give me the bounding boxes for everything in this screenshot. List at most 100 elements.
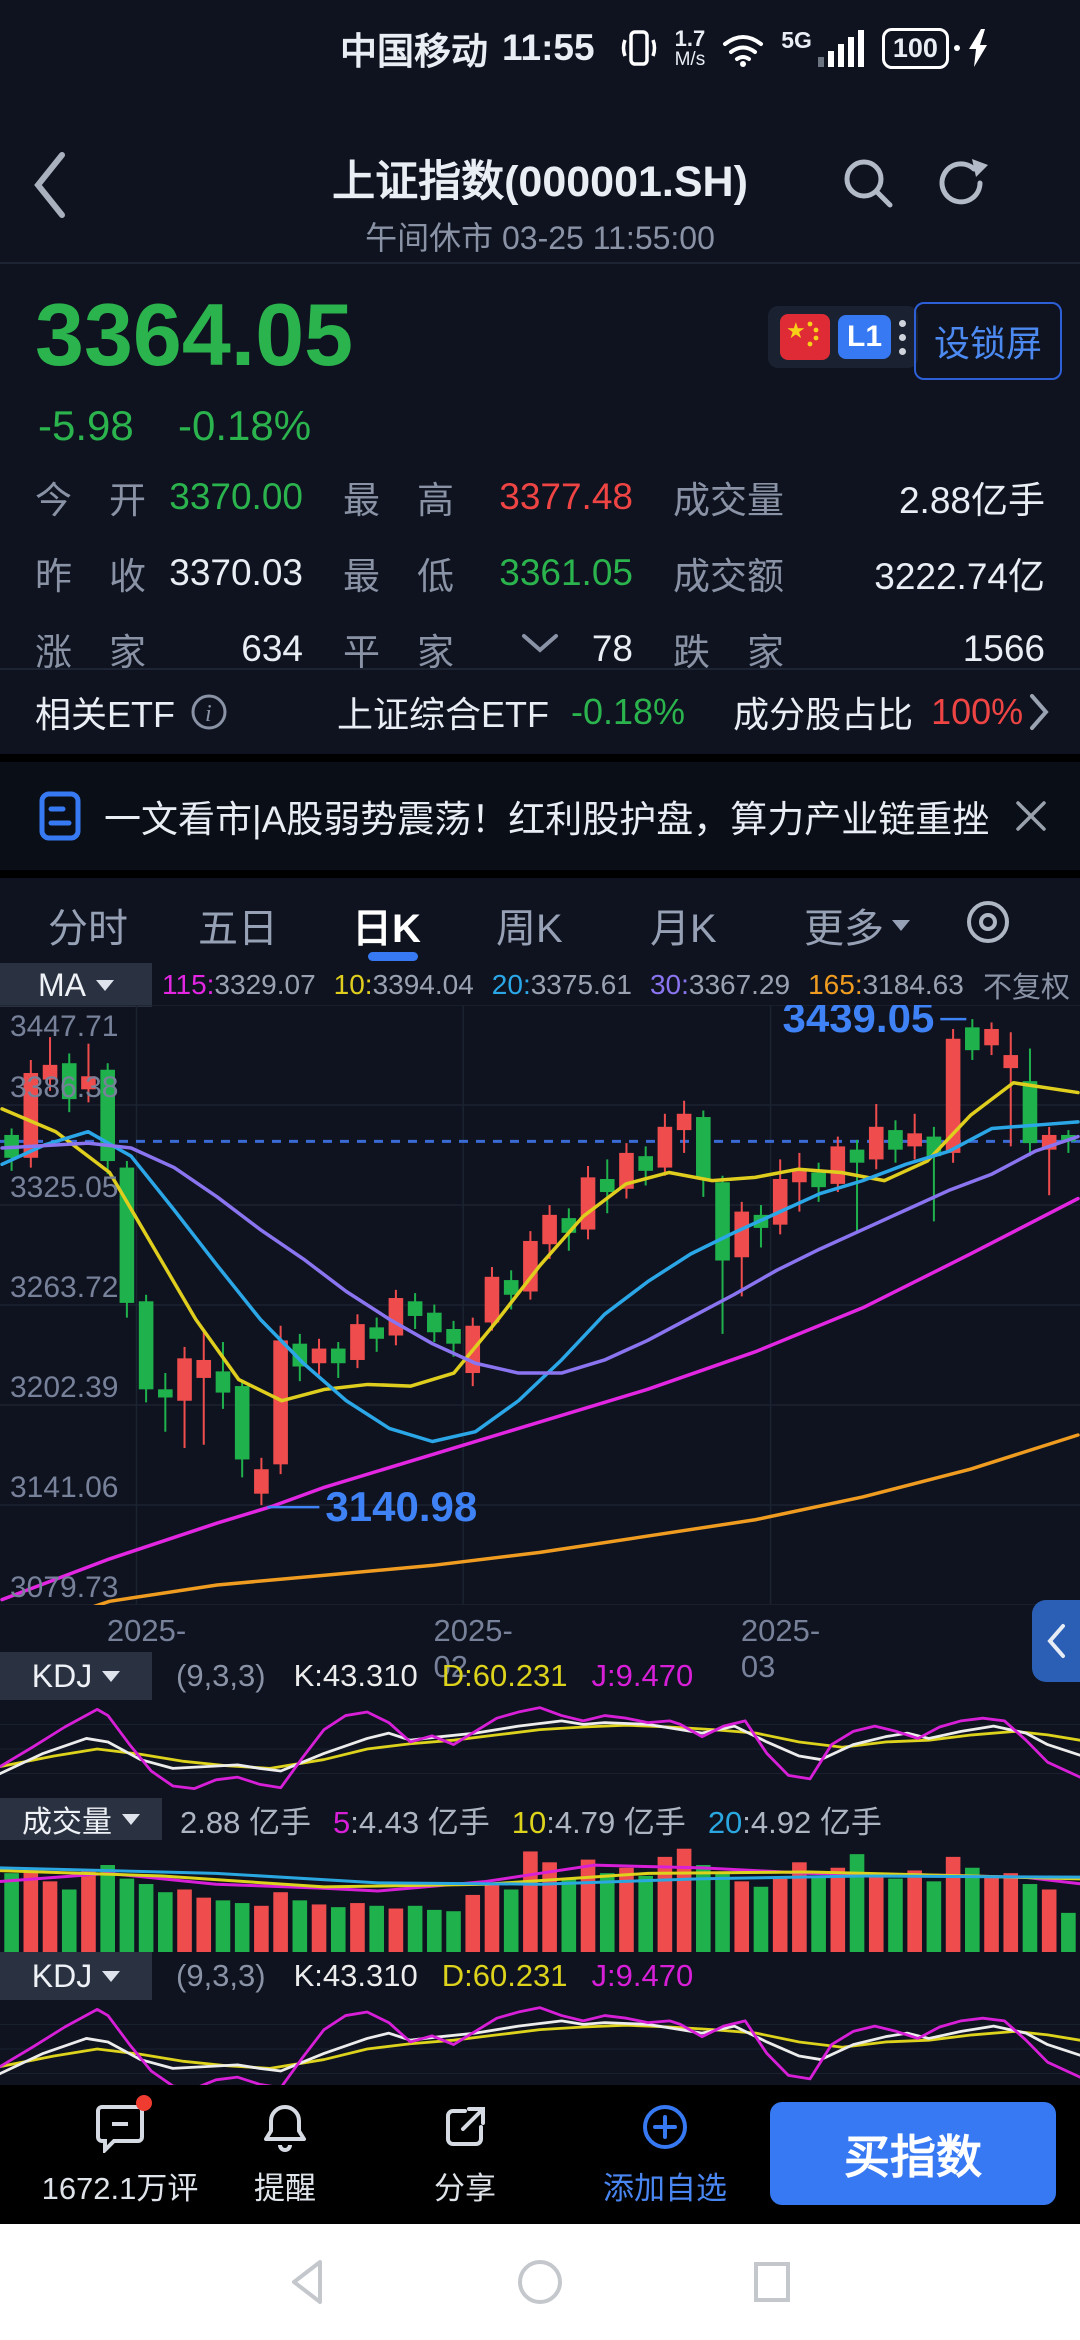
- kdj-chart-2[interactable]: [0, 2000, 1080, 2098]
- header: 上证指数(000001.SH) 午间休市 03-25 11:55:00: [0, 95, 1080, 263]
- price-change-percent: -0.18%: [178, 402, 312, 449]
- stat-open: 今 开 3370.00: [35, 476, 303, 521]
- svg-text:3439.05: 3439.05: [782, 1005, 934, 1041]
- volume-selector[interactable]: 成交量: [0, 1798, 162, 1840]
- stat-volume: 成交量 2.88亿手: [673, 480, 1045, 521]
- back-button[interactable]: [28, 145, 72, 225]
- bell-icon: [259, 2101, 311, 2153]
- kdj-k-value: K:43.310: [293, 1658, 418, 1693]
- news-doc-icon: [38, 791, 82, 841]
- news-text: 一文看市|A股弱势震荡！红利股护盘，算力产业链重挫: [104, 799, 990, 840]
- close-news-icon[interactable]: [1012, 797, 1050, 835]
- y-tick-label: 3079.73: [10, 1571, 119, 1604]
- ma115-value: 115:3329.07: [162, 969, 316, 1000]
- quote-section: 3364.05 -5.98 -0.18% ★ L1 设锁屏: [0, 264, 1080, 460]
- kdj-d-value: D:60.231: [441, 1658, 568, 1693]
- bottom-action-bar: 1672.1万评 提醒 分享 添加自选 买指数: [0, 2085, 1080, 2224]
- kdj2-j-value: J:9.470: [591, 1958, 694, 1993]
- info-icon[interactable]: i: [189, 692, 229, 732]
- clock: 11:55: [502, 27, 595, 68]
- kdj-selector-2[interactable]: KDJ: [0, 1952, 152, 2000]
- plus-circle-icon: [639, 2101, 691, 2153]
- chart-settings-icon[interactable]: [962, 896, 1014, 948]
- kdj-caret-icon-2: [102, 1970, 121, 1982]
- expand-stats-chevron-icon[interactable]: [516, 630, 564, 656]
- notification-dot: [136, 2095, 152, 2111]
- tab-monthly-k[interactable]: 月K: [650, 907, 717, 951]
- vibrate-icon: [617, 26, 661, 70]
- related-etf-row[interactable]: 相关ETF i 上证综合ETF -0.18% 成分股占比 100%: [0, 670, 1080, 754]
- signal-icon: 5G: [781, 27, 868, 69]
- svg-text:★: ★: [786, 318, 806, 343]
- volume-ma20: 20:4.92 亿手: [707, 1804, 882, 1840]
- y-tick-label: 3202.39: [10, 1371, 119, 1404]
- ma-indicator-bar: MA 115:3329.07 10:3394.04 20:3375.61 30:…: [0, 963, 1080, 1007]
- volume-chart[interactable]: [0, 1840, 1080, 1952]
- nav-back-icon[interactable]: [286, 2258, 330, 2306]
- stat-low: 最 低 3361.05: [343, 552, 633, 597]
- kdj-caret-icon: [102, 1670, 121, 1682]
- kdj-params: (9,3,3): [176, 1658, 266, 1693]
- nav-home-icon[interactable]: [515, 2257, 565, 2307]
- market-status-subtitle: 午间休市 03-25 11:55:00: [365, 220, 715, 256]
- carrier-label: 中国移动: [340, 31, 488, 72]
- volume-caret-icon: [122, 1813, 140, 1825]
- collapse-panel-button[interactable]: [1032, 1600, 1080, 1682]
- kdj2-params: (9,3,3): [176, 1958, 266, 1993]
- market-badges: ★ L1: [768, 306, 919, 368]
- comments-button[interactable]: 1672.1万评: [30, 2095, 210, 2208]
- kdj2-k-value: K:43.310: [293, 1958, 418, 1993]
- lock-screen-button[interactable]: 设锁屏: [914, 302, 1063, 380]
- stat-decliners: 跌 家 1566: [673, 628, 1045, 673]
- kdj-header-1: KDJ (9,3,3) K:43.310 D:60.231 J:9.470: [0, 1652, 1080, 1700]
- dropdown-caret-icon: [892, 919, 910, 931]
- share-button[interactable]: 分享: [405, 2101, 525, 2208]
- x-tick-label: 2025-02: [433, 1613, 513, 1684]
- ma-selector[interactable]: MA: [0, 963, 152, 1007]
- android-nav-bar: [0, 2224, 1080, 2340]
- kdj2-d-value: D:60.231: [441, 1958, 568, 1993]
- volume-current: 2.88 亿手: [180, 1804, 311, 1840]
- stat-turnover: 成交额 3222.74亿: [673, 556, 1045, 597]
- ma20-value: 20:3375.61: [491, 969, 632, 1000]
- search-icon[interactable]: [838, 153, 898, 213]
- china-flag-icon: ★: [780, 314, 830, 360]
- refresh-icon[interactable]: [932, 153, 992, 213]
- etf-label: 相关ETF: [35, 694, 175, 735]
- wifi-icon: [719, 28, 767, 68]
- kdj-j-value: J:9.470: [591, 1658, 694, 1693]
- ma-caret-icon: [96, 979, 114, 991]
- y-tick-label: 3386.38: [10, 1071, 119, 1104]
- l1-badge[interactable]: L1: [838, 315, 892, 359]
- chart-tabs: 分时 五日 日K 周K 月K 更多: [0, 882, 1080, 962]
- buy-index-button[interactable]: 买指数: [770, 2102, 1056, 2205]
- kdj-header-2: KDJ (9,3,3) K:43.310 D:60.231 J:9.470: [0, 1952, 1080, 2000]
- chevron-right-icon: [1026, 690, 1052, 734]
- stat-unchanged: 平 家 78: [343, 628, 633, 673]
- nav-recents-icon[interactable]: [750, 2258, 794, 2306]
- stat-prev-close: 昨 收 3370.03: [35, 552, 303, 597]
- charging-bolt-icon: [968, 29, 987, 67]
- kdj-chart-1[interactable]: [0, 1700, 1080, 1798]
- add-watchlist-button[interactable]: 添加自选: [585, 2101, 745, 2208]
- news-banner[interactable]: 一文看市|A股弱势震荡！红利股护盘，算力产业链重挫: [0, 762, 1080, 870]
- page-title: 上证指数(000001.SH): [332, 158, 748, 206]
- y-tick-label: 3141.06: [10, 1471, 119, 1504]
- tab-minute[interactable]: 分时: [48, 907, 128, 951]
- tab-five-day[interactable]: 五日: [198, 907, 278, 951]
- volume-ma10: 10:4.79 亿手: [511, 1804, 686, 1840]
- x-tick-label: 2025-03: [740, 1613, 821, 1684]
- svg-text:i: i: [205, 701, 212, 727]
- kdj-selector-1[interactable]: KDJ: [0, 1652, 152, 1700]
- main-candlestick-chart[interactable]: 3439.05 3140.98: [0, 1005, 1080, 1605]
- tab-weekly-k[interactable]: 周K: [496, 907, 563, 951]
- alert-button[interactable]: 提醒: [225, 2101, 345, 2208]
- share-icon: [439, 2101, 491, 2153]
- svg-text:3140.98: 3140.98: [325, 1483, 477, 1530]
- tab-daily-k[interactable]: 日K: [352, 907, 421, 951]
- volume-ma5: 5:4.43 亿手: [332, 1804, 490, 1840]
- etf-ratio-label: 成分股占比: [733, 694, 914, 735]
- adjust-mode-label[interactable]: 不复权: [982, 972, 1070, 1004]
- tab-more[interactable]: 更多: [804, 896, 910, 954]
